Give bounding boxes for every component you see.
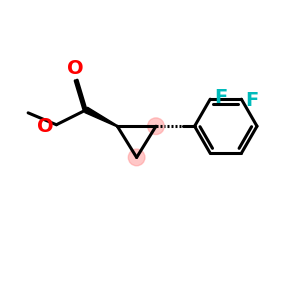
Polygon shape [85,107,118,127]
Text: F: F [214,88,227,107]
Circle shape [128,149,145,166]
Circle shape [148,118,164,134]
Text: O: O [68,59,84,78]
Text: O: O [38,117,54,136]
Text: F: F [245,91,258,110]
